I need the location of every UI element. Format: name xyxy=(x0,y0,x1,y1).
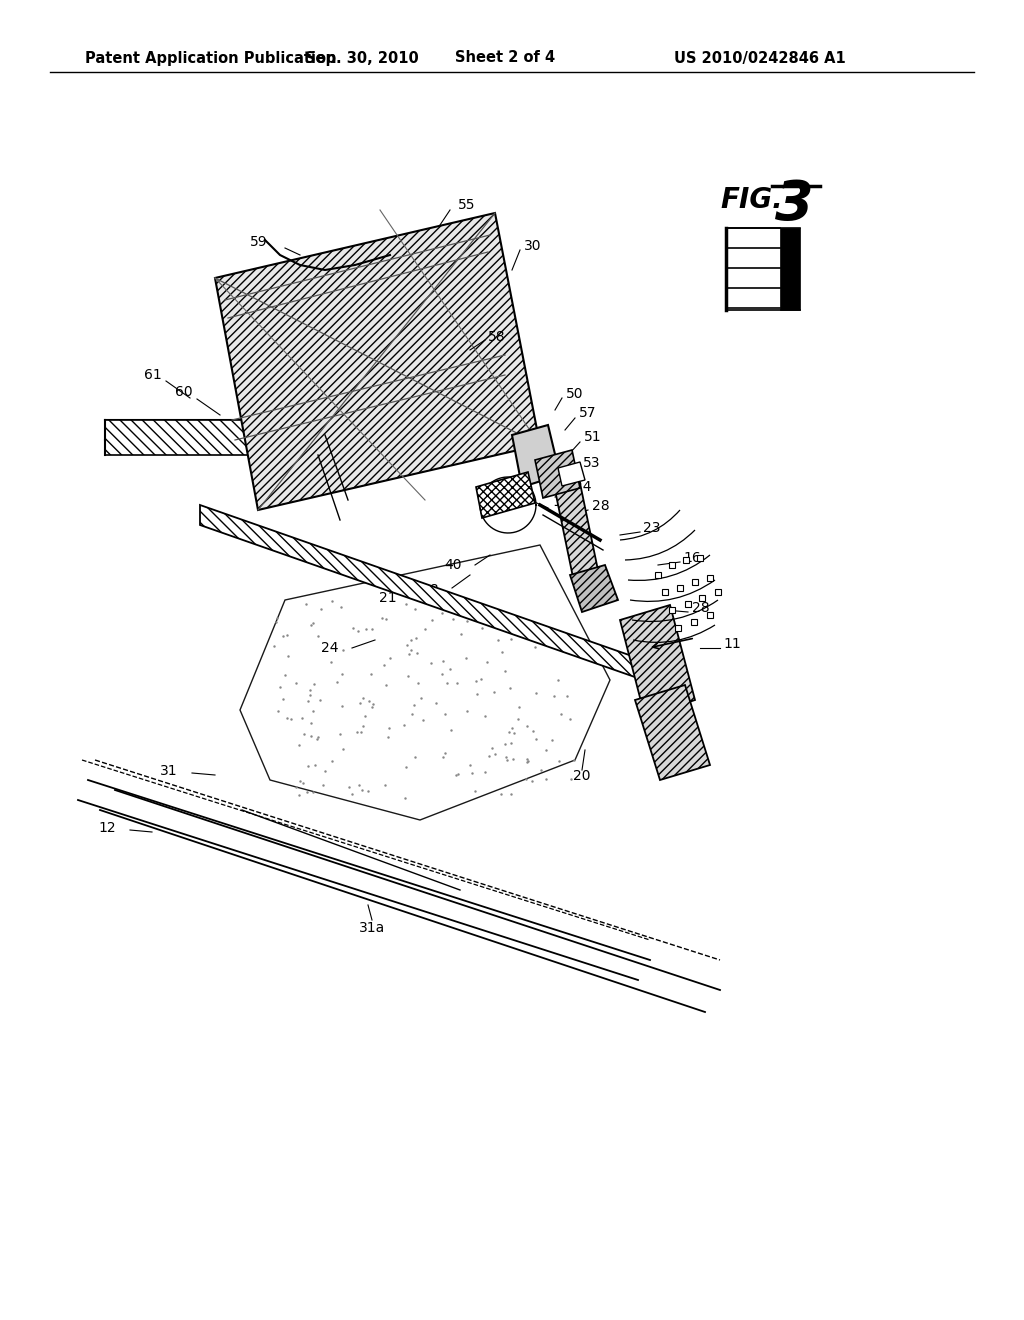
Bar xyxy=(685,601,691,607)
Text: 50: 50 xyxy=(566,387,584,401)
Bar xyxy=(655,572,662,578)
Polygon shape xyxy=(215,213,540,510)
Text: 31: 31 xyxy=(161,764,178,777)
Bar xyxy=(691,619,697,624)
Text: Sheet 2 of 4: Sheet 2 of 4 xyxy=(455,50,555,66)
Bar xyxy=(675,624,681,631)
Text: 20: 20 xyxy=(573,770,591,783)
Polygon shape xyxy=(105,420,325,455)
Text: Sep. 30, 2010: Sep. 30, 2010 xyxy=(305,50,419,66)
Bar xyxy=(683,557,689,564)
Bar xyxy=(662,589,668,595)
Bar xyxy=(707,612,713,618)
Text: 40: 40 xyxy=(444,558,462,572)
Polygon shape xyxy=(240,545,610,820)
Text: 58: 58 xyxy=(488,330,506,345)
Bar xyxy=(669,562,675,568)
Bar xyxy=(697,554,703,561)
Text: 53: 53 xyxy=(583,455,600,470)
Polygon shape xyxy=(512,425,560,487)
Polygon shape xyxy=(200,506,672,690)
Text: 23: 23 xyxy=(643,521,660,535)
Polygon shape xyxy=(476,473,535,517)
Text: 31a: 31a xyxy=(358,921,385,935)
Text: 28: 28 xyxy=(692,601,710,615)
Text: 11: 11 xyxy=(723,638,740,651)
Bar xyxy=(699,595,705,601)
Bar xyxy=(715,589,721,595)
Text: 57: 57 xyxy=(579,407,597,420)
Text: 59: 59 xyxy=(251,235,268,249)
Polygon shape xyxy=(570,565,618,612)
Polygon shape xyxy=(558,462,585,486)
Text: 21: 21 xyxy=(379,591,397,605)
Bar xyxy=(677,585,683,591)
Polygon shape xyxy=(635,685,710,780)
Text: 30: 30 xyxy=(524,239,542,253)
Text: 3: 3 xyxy=(775,178,814,232)
Polygon shape xyxy=(620,605,695,717)
Text: 16: 16 xyxy=(683,550,700,565)
Text: 28: 28 xyxy=(592,499,609,513)
Text: 22: 22 xyxy=(675,684,692,698)
Polygon shape xyxy=(555,483,600,587)
Bar xyxy=(669,607,675,612)
Text: 38: 38 xyxy=(422,583,440,597)
Text: 14: 14 xyxy=(552,495,569,510)
Polygon shape xyxy=(535,450,580,498)
Text: 24: 24 xyxy=(321,642,338,655)
Bar xyxy=(707,576,713,581)
Text: 51: 51 xyxy=(584,430,602,444)
Text: 60: 60 xyxy=(175,385,193,399)
Text: FIG.: FIG. xyxy=(720,186,782,214)
Text: 12: 12 xyxy=(98,821,116,836)
Text: 61: 61 xyxy=(144,368,162,381)
Text: 24: 24 xyxy=(574,480,592,494)
Polygon shape xyxy=(780,228,800,310)
Text: Patent Application Publication: Patent Application Publication xyxy=(85,50,337,66)
Text: US 2010/0242846 A1: US 2010/0242846 A1 xyxy=(674,50,846,66)
Text: 55: 55 xyxy=(458,198,475,213)
Bar xyxy=(692,579,698,585)
